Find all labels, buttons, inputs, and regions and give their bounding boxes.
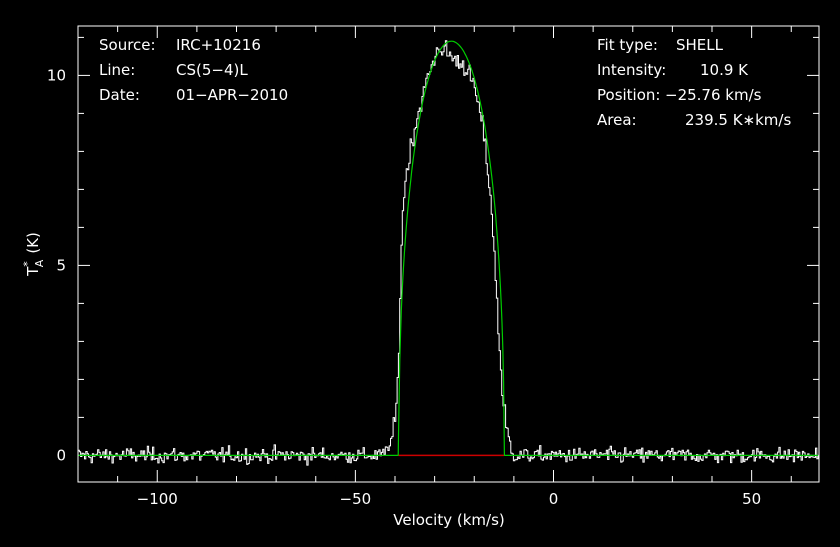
spectrum-series-line (78, 40, 819, 466)
fit-type-key: Fit type: (597, 36, 658, 54)
axis-tick-labels: −100 −50 0 50 0 5 10 (47, 66, 761, 508)
fit-type-value: SHELL (676, 36, 724, 54)
y-axis-label-symbol: T (24, 266, 42, 277)
date-value: 01−APR−2010 (176, 86, 288, 104)
fit-series-line (78, 40, 819, 456)
svg-text:T*A(K): T*A (K) (21, 232, 46, 277)
y-axis-label-sup: * (21, 261, 34, 267)
position-key: Position: (597, 86, 660, 104)
source-value: IRC+10216 (176, 36, 261, 54)
x-tick-label: 50 (742, 490, 761, 508)
info-left: Source: IRC+10216 Line: CS(5−4)L Date: 0… (99, 36, 288, 104)
x-axis-label: Velocity (km/s) (393, 511, 504, 529)
source-key: Source: (99, 36, 156, 54)
intensity-key: Intensity: (597, 61, 666, 79)
y-axis-label: T*A (K) (21, 232, 46, 277)
area-value: 239.5 K∗km/s (685, 111, 791, 129)
x-tick-label: −50 (340, 490, 372, 508)
position-value: −25.76 km/s (665, 86, 762, 104)
x-tick-label: 0 (549, 490, 559, 508)
x-tick-label: −100 (137, 490, 178, 508)
plot-frame (77, 25, 820, 483)
line-key: Line: (99, 61, 135, 79)
y-tick-label: 0 (56, 446, 66, 464)
y-axis-label-sub: A (33, 259, 46, 267)
area-key: Area: (597, 111, 637, 129)
date-key: Date: (99, 86, 140, 104)
y-axis-label-unit: (K) (24, 232, 42, 254)
line-value: CS(5−4)L (176, 61, 248, 79)
intensity-value: 10.9 K (700, 61, 749, 79)
y-tick-label: 5 (56, 256, 66, 274)
info-right: Fit type: SHELL Intensity: 10.9 K Positi… (597, 36, 791, 129)
y-tick-label: 10 (47, 66, 66, 84)
